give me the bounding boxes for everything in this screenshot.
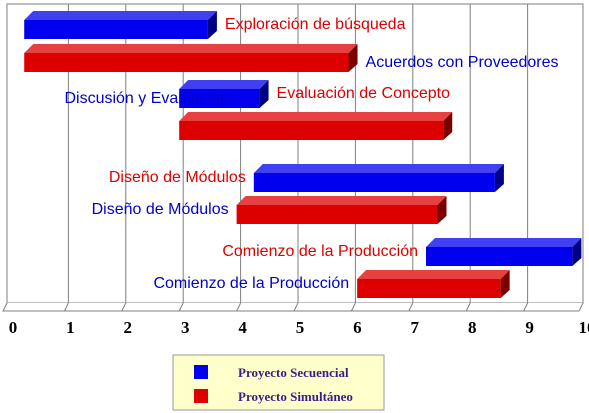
x-tick-label: 9 [525, 318, 534, 337]
bar-label: Evaluación de Concepto [277, 85, 451, 102]
gantt-bar-side [207, 11, 217, 39]
gantt-bar-top [24, 11, 217, 20]
gantt-bar-front [426, 247, 573, 266]
gantt-bar-side [348, 44, 358, 72]
gantt-bar [24, 44, 358, 72]
gantt-bar-top [179, 112, 453, 121]
x-tick-label: 7 [411, 318, 420, 337]
gantt-bar-front [253, 173, 495, 192]
legend-label: Proyecto Secuencial [238, 365, 349, 380]
gantt-bar-top [24, 44, 358, 53]
gridline-floor [408, 302, 414, 312]
x-tick-label: 8 [468, 318, 477, 337]
x-tick-label: 4 [238, 318, 247, 337]
gridline-floor [523, 302, 529, 312]
legend-label: Proyecto Simultáneo [238, 389, 353, 404]
gantt-bar-front [236, 205, 438, 224]
gantt-bar-top [179, 80, 269, 89]
gridline-floor [63, 302, 69, 312]
gantt-bar-front [24, 20, 208, 39]
gantt-bar-side [443, 112, 453, 140]
gantt-bar-top [426, 238, 582, 247]
gantt-bar [426, 238, 582, 266]
gridline-floor [350, 302, 356, 312]
gantt-bar-side [437, 196, 447, 224]
bars [24, 11, 582, 298]
gridline-floor [121, 302, 127, 312]
gantt-bar-top [253, 164, 504, 173]
gantt-bar-side [500, 270, 510, 298]
gantt-bar-front [179, 121, 444, 140]
gantt-bar-front [357, 279, 501, 298]
legend-swatch [194, 389, 208, 403]
gantt-bar [24, 11, 217, 39]
gantt-bar [179, 80, 269, 108]
x-tick-label: 0 [9, 318, 18, 337]
x-tick-label: 5 [296, 318, 305, 337]
gantt-bar [179, 112, 453, 140]
gantt-bar-top [236, 196, 447, 205]
bar-label: Acuerdos con Proveedores [366, 54, 559, 71]
bar-label: Discusión y Evaluación [64, 90, 229, 107]
gridline-floor [178, 302, 184, 312]
bar-label: Diseño de Módulos [92, 201, 229, 218]
x-tick-label: 2 [124, 318, 133, 337]
gantt-bar-side [572, 238, 582, 266]
gridline-floor [236, 302, 242, 312]
gantt-bar-side [259, 80, 269, 108]
plot-floor [2, 302, 584, 312]
bar-label: Exploración de búsqueda [225, 16, 406, 33]
gantt-bar [357, 270, 510, 298]
x-tick-label: 10 [579, 318, 589, 337]
legend-box [172, 354, 385, 411]
gantt-bar-front [24, 53, 349, 72]
x-tick-label: 1 [66, 318, 75, 337]
x-axis-ticks: 0 1 2 3 4 5 6 7 8 9 10 [9, 318, 589, 337]
x-tick-label: 3 [181, 318, 190, 337]
gantt-bar [253, 164, 504, 192]
gantt-bar-front [179, 89, 260, 108]
gridline-floor [293, 302, 299, 312]
legend-swatch [194, 365, 208, 379]
bar-label: Diseño de Módulos [109, 169, 246, 186]
gantt-bar [236, 196, 447, 224]
legend: Proyecto Secuencial Proyecto Simultáneo [172, 354, 385, 411]
gantt-bar-side [494, 164, 504, 192]
x-tick-label: 6 [353, 318, 362, 337]
bar-label: Comienzo de la Producción [153, 275, 349, 292]
gridline-floor [465, 302, 471, 312]
bar-label: Comienzo de la Producción [222, 243, 418, 260]
bar-labels: Exploración de búsqueda Acuerdos con Prov… [64, 16, 558, 292]
gantt-bar-top [357, 270, 510, 279]
